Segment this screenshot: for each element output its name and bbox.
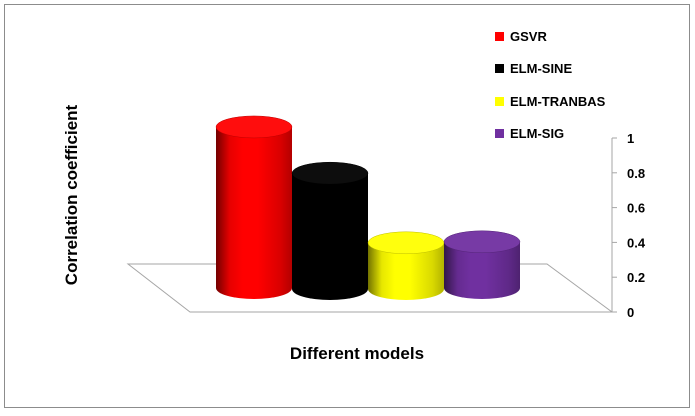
- legend-swatch-elm-sig: [495, 129, 504, 138]
- y-tick-label: 0.6: [627, 201, 645, 216]
- y-axis-label: Correlation coefficient: [62, 104, 81, 286]
- legend: GSVR ELM-SINE ELM-TRANBAS ELM-SIG: [495, 25, 605, 155]
- y-tick-label: 0: [627, 305, 634, 320]
- bar-elm-tranbas: [367, 231, 445, 300]
- legend-swatch-gsvr: [495, 31, 504, 41]
- bar-gsvr: [215, 115, 293, 300]
- legend-label-elm-tranbas: ELM-TRANBAS: [510, 93, 606, 109]
- y-tick-label: 1: [627, 131, 634, 146]
- chart-frame: [4, 4, 690, 408]
- legend-label-elm-sine: ELM-SINE: [510, 61, 573, 76]
- legend-item-elm-sine: ELM-SINE: [495, 58, 605, 80]
- bar-body-gsvr: [216, 126, 292, 300]
- legend-item-elm-sig: ELM-SIG: [495, 123, 605, 145]
- bar-top-elm-sig: [443, 230, 521, 254]
- legend-item-elm-tranbas: ELM-TRANBAS: [495, 90, 605, 112]
- bar-elm-sine: [291, 161, 369, 300]
- x-axis-label: Different models: [289, 344, 425, 363]
- y-axis: 0 0.2 0.4 0.6 0.8 1: [611, 131, 646, 320]
- bar-body-elm-tranbas: [368, 242, 444, 300]
- legend-item-gsvr: GSVR: [495, 25, 605, 47]
- bar-body-elm-sine: [292, 173, 368, 300]
- bar-top-elm-tranbas: [367, 231, 445, 255]
- y-tick-label: 0.2: [627, 270, 645, 285]
- y-tick-label: 0.4: [627, 235, 646, 250]
- legend-label-elm-sig: ELM-SIG: [510, 126, 565, 141]
- bar-group: [215, 115, 521, 300]
- bar-elm-sig: [443, 230, 521, 299]
- bar-top-gsvr: [215, 115, 293, 139]
- bar-body-elm-sig: [444, 241, 520, 299]
- y-tick-label: 0.8: [627, 166, 645, 181]
- legend-swatch-elm-sine: [495, 64, 504, 73]
- bar-top-elm-sine: [291, 161, 369, 185]
- legend-label-gsvr: GSVR: [510, 28, 547, 44]
- legend-swatch-elm-tranbas: [495, 96, 504, 106]
